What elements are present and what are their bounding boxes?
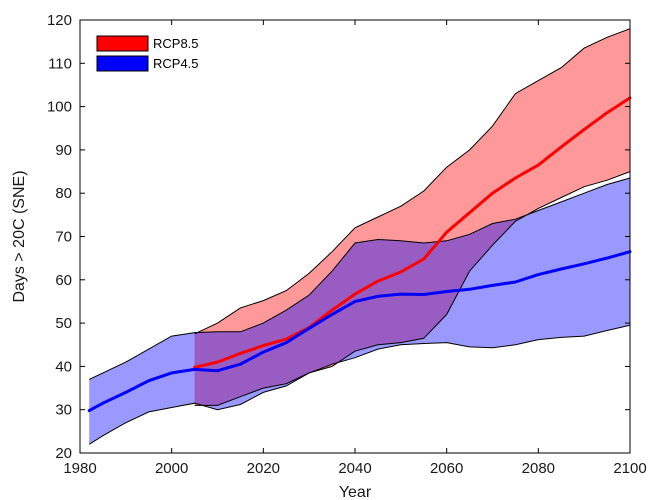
y-tick-label: 30	[55, 402, 72, 419]
rcp85-legend-swatch	[96, 35, 149, 52]
x-tick-label: 2100	[613, 460, 646, 477]
rcp45-lower-edge	[88, 324, 631, 445]
x-axis-ticks: 1980 2000 2020 2040 2060 2080 2100	[63, 20, 647, 477]
x-axis-label: Year	[339, 484, 372, 500]
y-tick-label: 120	[47, 12, 72, 29]
rcp45-band	[89, 178, 630, 445]
y-axis-ticks: 20 30 40 50 60 70 80 90 100 110 120	[47, 12, 630, 462]
y-tick-label: 50	[55, 315, 72, 332]
x-tick-label: 2000	[155, 460, 188, 477]
x-tick-label: 1980	[63, 460, 96, 477]
x-tick-label: 2020	[247, 460, 280, 477]
x-tick-label: 2080	[522, 460, 555, 477]
x-tick-label: 2060	[430, 460, 463, 477]
y-tick-label: 110	[48, 55, 72, 72]
y-axis-label: Days > 20C (SNE)	[11, 170, 28, 302]
y-tick-label: 80	[55, 185, 72, 202]
rcp85-mean-line	[193, 96, 632, 369]
x-tick-label: 2040	[338, 460, 371, 477]
rcp85-band	[194, 28, 630, 406]
y-tick-label: 20	[55, 445, 72, 462]
rcp45-mean-line	[87, 250, 632, 413]
uncertainty-bands	[89, 28, 630, 445]
mean-lines	[87, 96, 632, 413]
y-tick-label: 40	[55, 358, 72, 375]
rcp45-legend-swatch	[96, 55, 149, 72]
rcp85-legend-label: RCP8.5	[153, 36, 199, 51]
rcp85-lower-edge	[194, 171, 631, 406]
band-edges	[88, 28, 631, 445]
y-tick-label: 100	[47, 99, 72, 116]
y-tick-label: 60	[55, 272, 72, 289]
rcp85-upper-edge	[194, 28, 631, 335]
legend: RCP8.5 RCP4.5	[96, 35, 199, 72]
y-tick-label: 90	[55, 142, 72, 159]
rcp45-upper-edge	[88, 177, 631, 380]
y-tick-label: 70	[55, 229, 72, 246]
rcp45-legend-label: RCP4.5	[153, 56, 199, 71]
